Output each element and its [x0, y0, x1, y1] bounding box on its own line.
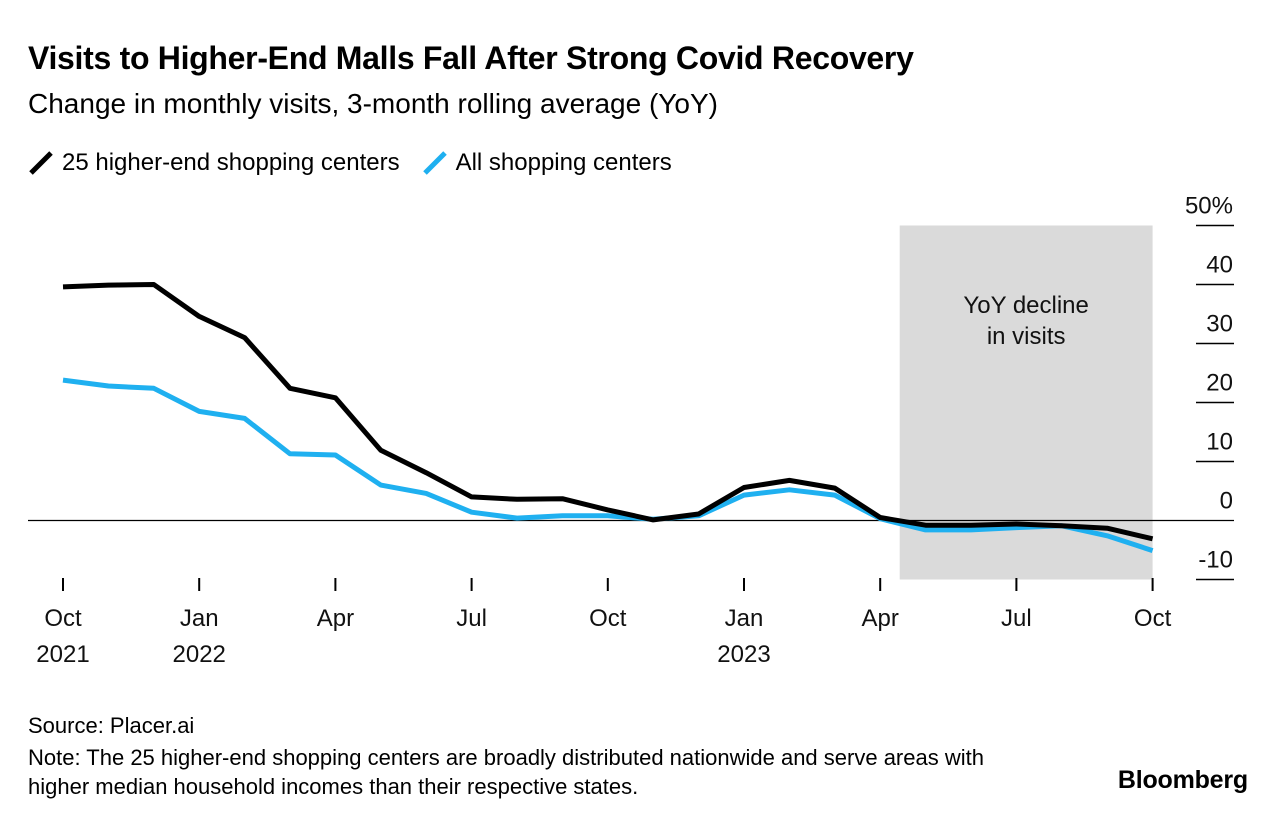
legend-item-higher-end: 25 higher-end shopping centers [28, 149, 400, 177]
legend-item-all-centers: All shopping centers [422, 149, 672, 177]
chart-title: Visits to Higher-End Malls Fall After St… [28, 40, 914, 76]
x-tick-label-month: Jan [725, 605, 764, 632]
bloomberg-logo: Bloomberg [1117, 766, 1248, 794]
x-tick-label-month: Jan [180, 605, 219, 632]
y-tick-label: 10 [1206, 429, 1233, 456]
x-tick-label-month: Jul [456, 605, 487, 632]
y-tick-label: 30 [1206, 311, 1233, 338]
x-tick-label-month: Oct [1134, 605, 1172, 632]
legend-label-higher-end: 25 higher-end shopping centers [62, 149, 400, 176]
legend-swatch-higher-end-icon [29, 151, 53, 175]
chart-subtitle: Change in monthly visits, 3-month rollin… [28, 88, 718, 119]
x-tick-label-month: Oct [589, 605, 627, 632]
line-chart: YoY decline in visits -10 0 10 20 30 40 50% Oct… [28, 193, 1234, 668]
x-tick-label-month: Oct [44, 605, 82, 632]
x-tick-label-year: 2021 [36, 641, 89, 668]
series-layer [62, 282, 1154, 553]
y-axis-layer: -10 0 10 20 30 40 50% [28, 193, 1234, 581]
footnote: Note: The 25 higher-end shopping centers… [28, 745, 984, 799]
y-tick-label: 0 [1220, 488, 1233, 515]
x-tick-label-year: 2023 [717, 641, 770, 668]
shaded-region-label-line: YoY decline [963, 292, 1088, 319]
x-axis-layer: Oct 2021 Jan 2022 Apr Jul Oct Jan 2023 Apr Jul Oct [36, 578, 1172, 668]
legend-swatch-all-centers-icon [422, 151, 447, 175]
shaded-region-label-line: in visits [987, 323, 1066, 350]
y-tick-label: -10 [1198, 547, 1233, 574]
y-tick-label: 40 [1206, 252, 1233, 279]
legend-label-all-centers: All shopping centers [455, 149, 672, 176]
source-note: Source: Placer.ai [28, 713, 195, 738]
x-tick-label-month: Apr [317, 605, 354, 632]
x-tick-label-month: Apr [862, 605, 899, 632]
x-tick-label-year: 2022 [173, 641, 226, 668]
series-line-all-centers [62, 377, 1154, 553]
series-line-higher-end [62, 282, 1154, 542]
legend: 25 higher-end shopping centers All shopp… [28, 146, 694, 180]
x-tick-label-month: Jul [1001, 605, 1032, 632]
y-tick-label: 50% [1185, 193, 1233, 220]
y-tick-label: 20 [1206, 370, 1233, 397]
